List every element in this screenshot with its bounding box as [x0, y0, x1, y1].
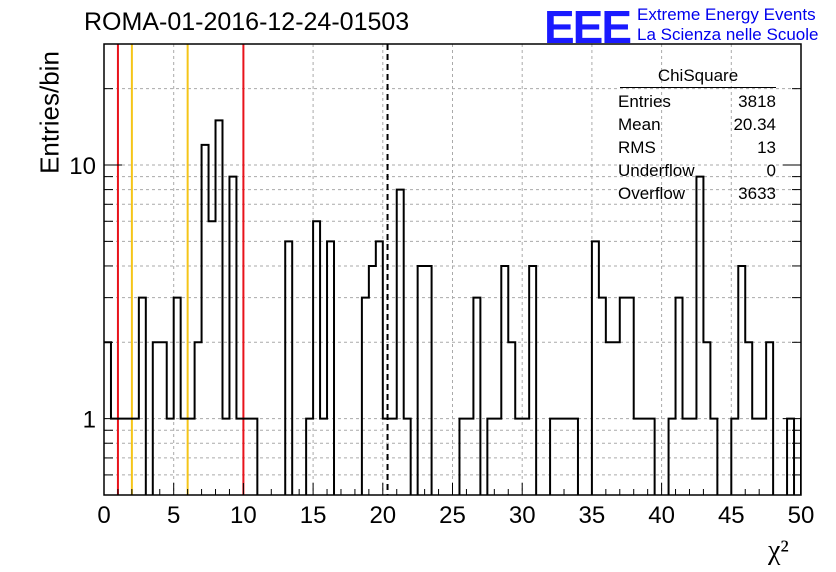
x-axis-ticks: 0 5 10 15 20 25 30 35 40 45 50 [97, 483, 814, 529]
brand-line-1: Extreme Energy Events [637, 5, 816, 24]
x-tick-label: 30 [509, 502, 536, 529]
marker-lines [116, 44, 389, 495]
y-axis-label: Entries/bin [34, 51, 65, 174]
stats-row: Mean 20.34 [618, 115, 776, 134]
x-tick-label: 35 [579, 502, 606, 529]
stats-name: ChiSquare [620, 66, 776, 88]
x-tick-label: 25 [439, 502, 466, 529]
x-tick-label: 5 [167, 502, 180, 529]
x-tick-label: 50 [788, 502, 815, 529]
stats-box: ChiSquare Entries 3818 Mean 20.34 RMS 13 Un… [612, 66, 776, 205]
y-axis-ticks: 1 10 [69, 88, 801, 476]
brand-line-2: La Scienza nelle Scuole [637, 25, 819, 44]
stats-row: Entries 3818 [618, 92, 776, 111]
x-tick-label: 15 [300, 502, 327, 529]
chart-title: ROMA-01-2016-12-24-01503 [84, 8, 410, 36]
histogram-step-line [104, 119, 801, 495]
eee-logo: EEE [544, 1, 632, 53]
x-tick-label: 10 [230, 502, 257, 529]
x-tick-label: 20 [369, 502, 396, 529]
stats-row: Overflow 3633 [618, 184, 776, 203]
x-axis-label: χ² [768, 535, 789, 566]
y-tick-label: 1 [83, 407, 96, 434]
y-tick-label: 10 [69, 153, 96, 180]
grid-lines [104, 44, 801, 495]
x-tick-label: 45 [718, 502, 745, 529]
stats-row: Underflow 0 [618, 161, 776, 180]
x-tick-label: 0 [97, 502, 110, 529]
x-tick-label: 40 [648, 502, 675, 529]
stats-row: RMS 13 [618, 138, 776, 157]
